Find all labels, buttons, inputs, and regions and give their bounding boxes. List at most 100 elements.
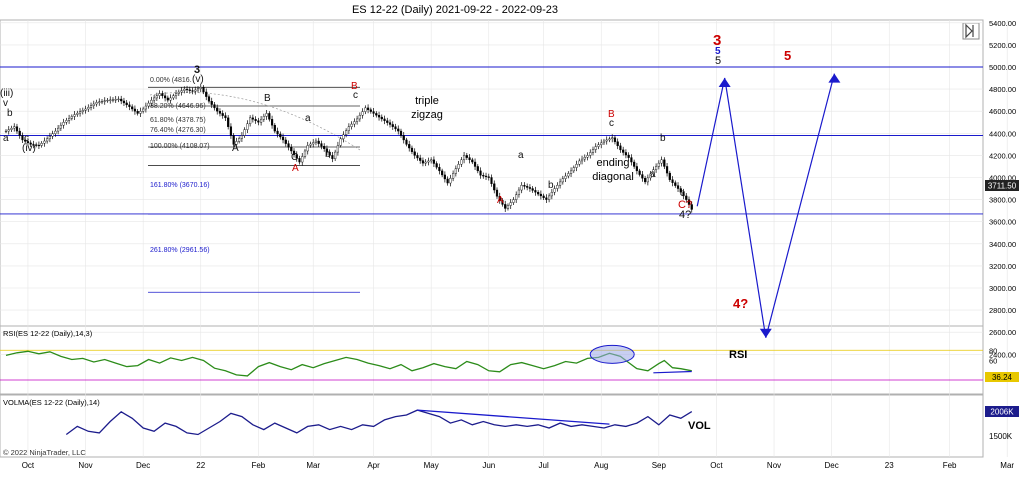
price-bar-body	[81, 110, 84, 112]
price-bar-body	[270, 119, 274, 126]
price-bar-body	[539, 193, 542, 197]
time-tick-label: Nov	[767, 461, 781, 470]
rsi-tick-label: 60	[989, 357, 997, 366]
wave-label: C?	[678, 199, 692, 211]
price-bar-body	[399, 130, 403, 136]
time-tick-label: Dec	[136, 461, 150, 470]
wave-label-blue: 5	[715, 46, 721, 57]
price-bar-body	[144, 105, 147, 110]
price-bar-body	[506, 205, 510, 209]
vol-line	[65, 409, 693, 436]
price-bar-body	[172, 95, 175, 99]
price-bar-body	[501, 200, 504, 205]
price-bar-body	[276, 130, 279, 135]
price-bar-body	[424, 161, 427, 164]
price-bar-body	[76, 112, 79, 115]
price-bar-body	[46, 138, 49, 142]
price-bar-body	[205, 91, 208, 97]
price-bar-body	[649, 173, 652, 179]
wave-label: B	[608, 109, 615, 120]
price-tick-label: 5200.00	[989, 41, 1016, 50]
wave-label: a	[518, 150, 524, 161]
price-bar-body	[106, 99, 109, 102]
price-bar-body	[482, 175, 485, 177]
chart-title: ES 12-22 (Daily) 2021-09-22 - 2022-09-23	[352, 4, 558, 16]
price-bar-body	[87, 107, 90, 110]
price-bar-body	[24, 139, 27, 142]
time-tick-label: Nov	[78, 461, 92, 470]
price-bar-body	[109, 99, 112, 101]
wave-label: b	[325, 149, 331, 160]
fib-label-100: 100.00% (4108.07)	[150, 143, 210, 150]
price-tick-label: 4000.00	[989, 174, 1016, 183]
wave-label: B	[264, 93, 271, 104]
price-bar-body	[185, 88, 189, 91]
price-bar-body	[227, 117, 230, 127]
price-bar-body	[35, 144, 38, 146]
price-bar-body	[281, 136, 285, 141]
last-price-label: 3711.50	[988, 182, 1017, 191]
price-tick-label: 5000.00	[989, 63, 1016, 72]
price-bar-body	[460, 159, 463, 165]
price-bar-body	[405, 139, 408, 145]
price-bar-body	[509, 202, 512, 206]
price-bar-body	[240, 135, 243, 139]
wave-label: c	[353, 90, 358, 101]
time-tick-label: 22	[196, 461, 205, 470]
price-bar-body	[29, 142, 32, 145]
price-bar-body	[641, 174, 644, 179]
price-bar-body	[430, 159, 433, 162]
wave-label: c	[680, 188, 685, 199]
rsi-highlight-ellipse	[589, 344, 635, 364]
price-bar-body	[218, 110, 222, 114]
time-axis: Oct Nov Dec 22 Feb Mar Apr May Jun Jul Aug Sep Oct No…	[22, 461, 1015, 470]
rsi-trendline	[653, 370, 692, 374]
fib-label-38: 38.20% (4646.96)	[150, 103, 206, 110]
price-bar-body	[432, 159, 436, 164]
price-bar-body	[303, 150, 307, 157]
price-bar-body	[153, 97, 156, 101]
price-bar-body	[512, 199, 515, 203]
price-bar-body	[320, 143, 323, 147]
price-bar-body	[443, 174, 446, 180]
price-bar-body	[457, 164, 460, 169]
price-bar-body	[317, 140, 320, 144]
price-tick-label: 3200.00	[989, 262, 1016, 271]
price-bar-body	[246, 123, 249, 130]
wave-label: b	[548, 180, 554, 191]
rsi-panel-frame	[0, 325, 984, 395]
price-bar-body	[605, 139, 608, 142]
price-bar-body	[125, 102, 128, 106]
vol-tick-label: 1500K	[989, 432, 1013, 441]
price-bar-body	[279, 133, 282, 138]
price-bar-body	[665, 166, 669, 174]
price-bar-body	[136, 110, 139, 114]
price-bar-body	[627, 154, 630, 158]
price-bar-body	[166, 97, 169, 101]
vol-title: VOLMA(ES 12-22 (Daily),14)	[3, 398, 100, 407]
price-bar-body	[364, 107, 367, 112]
wave-label: 3	[194, 64, 200, 76]
fib-label-76: 76.40% (4276.30)	[150, 127, 206, 134]
price-bar-body	[550, 192, 553, 197]
price-bar-body	[635, 166, 638, 172]
price-bar-body	[163, 95, 167, 99]
price-bar-body	[158, 93, 161, 96]
price-bar-body	[366, 107, 370, 110]
wave-label: v	[3, 98, 8, 109]
rsi-tick-label: 80	[989, 346, 997, 355]
price-bar-body	[356, 118, 359, 122]
price-bar-body	[594, 146, 597, 150]
price-bar-body	[548, 195, 551, 200]
price-bar-body	[558, 181, 562, 186]
price-bar-body	[674, 182, 677, 186]
price-bar-body	[654, 166, 658, 170]
collapse-panel-icon[interactable]	[962, 22, 980, 40]
price-bar-body	[353, 121, 356, 125]
price-bar-body	[10, 127, 13, 130]
fib-label-261: 261.80% (2961.56)	[150, 247, 210, 254]
price-bar-body	[251, 117, 254, 120]
price-tick-label: 3800.00	[989, 196, 1016, 205]
